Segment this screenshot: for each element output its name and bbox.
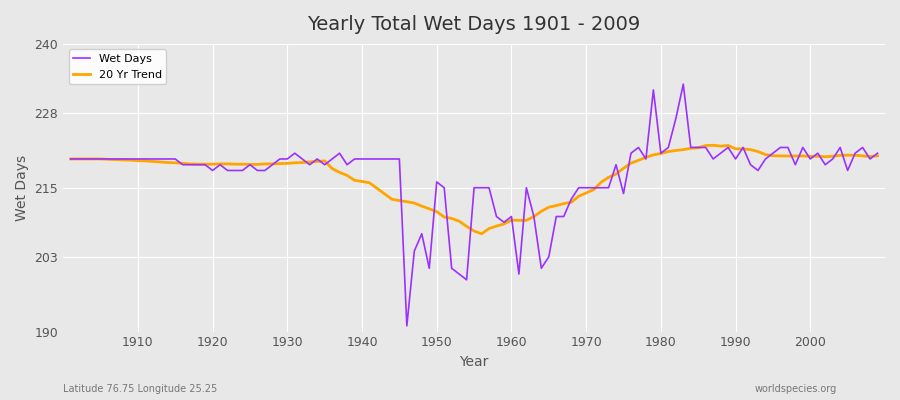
Wet Days (514, 272, 525, 276)
Wet Days (401, 324, 412, 328)
Text: worldspecies.org: worldspecies.org (755, 384, 837, 394)
Wet Days (603, 185, 614, 190)
20 Yr Trend (872, 154, 883, 158)
20 Yr Trend (290, 160, 301, 165)
Wet Days (678, 82, 688, 86)
20 Yr Trend (514, 218, 525, 223)
Legend: Wet Days, 20 Yr Trend: Wet Days, 20 Yr Trend (68, 50, 166, 84)
20 Yr Trend (506, 218, 517, 222)
Wet Days (65, 156, 76, 161)
Title: Yearly Total Wet Days 1901 - 2009: Yearly Total Wet Days 1901 - 2009 (308, 15, 641, 34)
20 Yr Trend (125, 158, 136, 162)
Line: Wet Days: Wet Days (70, 84, 878, 326)
Wet Days (872, 151, 883, 156)
20 Yr Trend (707, 143, 718, 148)
20 Yr Trend (603, 175, 614, 180)
Wet Days (290, 151, 301, 156)
20 Yr Trend (476, 231, 487, 236)
Y-axis label: Wet Days: Wet Days (15, 155, 29, 221)
Wet Days (506, 214, 517, 219)
20 Yr Trend (65, 156, 76, 161)
X-axis label: Year: Year (459, 355, 489, 369)
20 Yr Trend (334, 170, 345, 175)
Wet Days (125, 156, 136, 161)
Wet Days (334, 151, 345, 156)
Text: Latitude 76.75 Longitude 25.25: Latitude 76.75 Longitude 25.25 (63, 384, 217, 394)
Line: 20 Yr Trend: 20 Yr Trend (70, 145, 878, 234)
